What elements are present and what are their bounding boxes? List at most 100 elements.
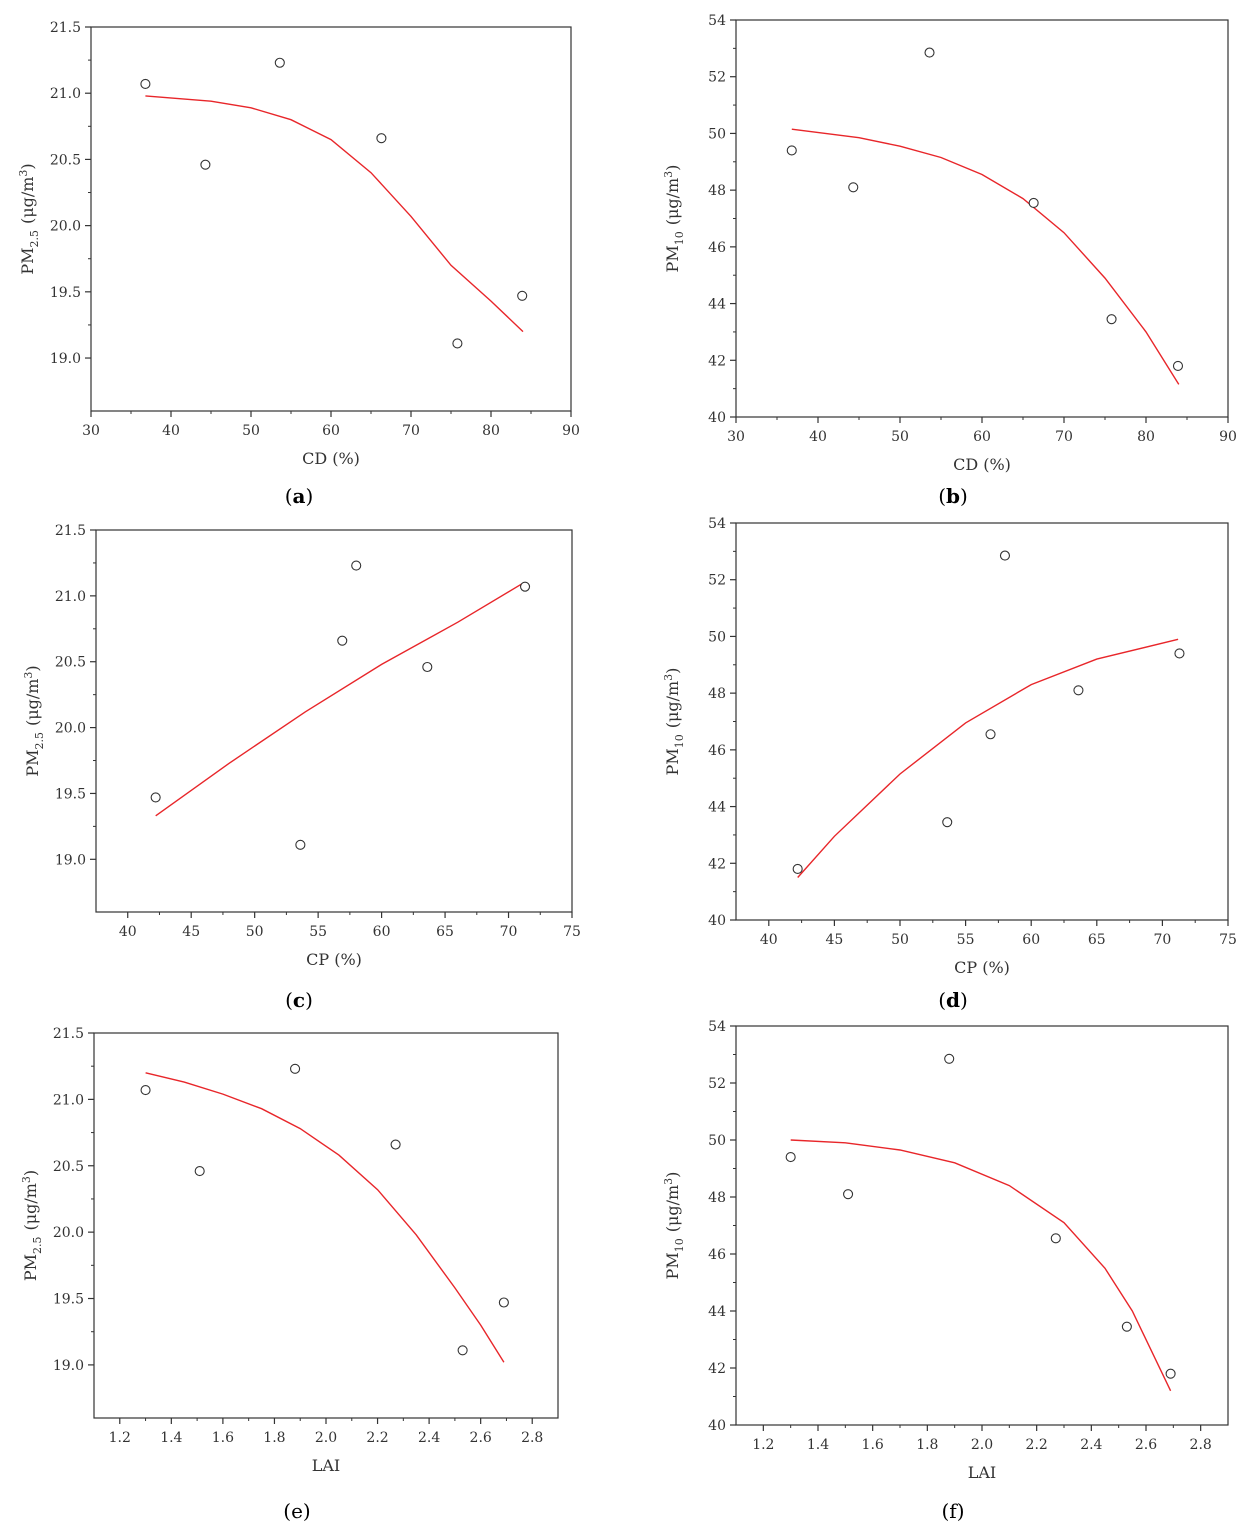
y-label-close: ) — [663, 165, 682, 171]
y-label-main: PM — [23, 750, 42, 777]
y-tick-label: 20.5 — [50, 152, 81, 168]
data-point — [519, 581, 531, 592]
x-tick-label: 1.4 — [160, 1430, 182, 1446]
y-tick-label: 50 — [708, 126, 726, 142]
x-tick-label: 90 — [1219, 429, 1237, 445]
panel-label-open: ( — [285, 484, 293, 508]
y-label-unit: (μg/m — [18, 177, 37, 224]
data-point — [295, 839, 306, 850]
data-point — [1106, 314, 1117, 325]
y-tick-label: 48 — [708, 1190, 726, 1206]
panel-label-open: ( — [285, 988, 293, 1012]
x-tick-label: 90 — [562, 423, 580, 439]
y-label-subscript: 10 — [673, 231, 686, 245]
y-tick-label: 44 — [708, 1304, 726, 1320]
x-tick-label: 2.6 — [1135, 1437, 1157, 1453]
data-point — [452, 338, 463, 349]
x-tick-label: 1.2 — [109, 1430, 131, 1446]
y-tick-label: 19.5 — [53, 1292, 84, 1308]
y-tick-label: 20.5 — [55, 655, 86, 671]
data-point — [274, 57, 285, 68]
y-tick-label: 19.5 — [55, 786, 86, 802]
x-tick-label: 65 — [436, 924, 454, 940]
data-point — [200, 159, 211, 170]
data-point — [1028, 197, 1039, 208]
data-point — [517, 290, 528, 301]
y-tick-label: 40 — [708, 913, 726, 929]
y-tick-label: 21.5 — [53, 1026, 84, 1042]
y-label-subscript: 2.5 — [33, 732, 46, 750]
y-axis-label: PM10 (μg/m3) — [662, 668, 686, 776]
y-axis-label: PM10 (μg/m3) — [662, 165, 686, 273]
x-tick-label: 2.4 — [1080, 1437, 1102, 1453]
x-tick-label: 50 — [891, 932, 909, 948]
data-point — [1073, 685, 1084, 696]
x-tick-label: 40 — [119, 924, 137, 940]
y-label-unit: (μg/m — [23, 679, 42, 726]
y-label-main: PM — [18, 248, 37, 275]
data-point — [1174, 648, 1185, 659]
x-tick-label: 2.2 — [1026, 1437, 1048, 1453]
y-label-superscript: 3 — [662, 171, 675, 178]
x-tick-label: 60 — [373, 924, 391, 940]
x-tick-label: 80 — [482, 423, 500, 439]
x-tick-label: 55 — [957, 932, 975, 948]
y-tick-label: 21.0 — [55, 589, 86, 605]
x-tick-label: 50 — [242, 423, 260, 439]
x-axis-label: LAI — [968, 1463, 997, 1482]
x-axis-label: CP (%) — [954, 958, 1010, 977]
fit-curve — [145, 1072, 505, 1363]
x-tick-label: 45 — [825, 932, 843, 948]
data-point — [786, 145, 797, 156]
x-tick-label: 55 — [309, 924, 327, 940]
y-label-unit: (μg/m — [21, 1183, 40, 1230]
y-label-superscript: 3 — [22, 672, 35, 679]
x-tick-label: 40 — [809, 429, 827, 445]
x-tick-label: 2.0 — [971, 1437, 993, 1453]
y-label-subscript: 2.5 — [31, 1237, 44, 1255]
y-tick-label: 20.0 — [53, 1225, 84, 1241]
data-point — [999, 550, 1011, 561]
x-tick-label: 2.0 — [315, 1430, 337, 1446]
y-tick-label: 21.5 — [50, 20, 81, 36]
y-label-close: ) — [21, 1170, 40, 1176]
data-point — [150, 792, 161, 803]
y-label-main: PM — [21, 1254, 40, 1281]
y-tick-label: 54 — [708, 13, 726, 29]
data-point — [1165, 1368, 1176, 1379]
y-label-close: ) — [663, 1172, 682, 1178]
y-tick-label: 21.0 — [53, 1092, 84, 1108]
y-tick-label: 48 — [708, 686, 726, 702]
fit-curve — [145, 95, 524, 333]
plot-frame — [735, 19, 1229, 418]
x-tick-label: 70 — [402, 423, 420, 439]
data-point — [848, 182, 859, 193]
y-tick-label: 19.5 — [50, 285, 81, 301]
y-axis-label: PM2.5 (μg/m3) — [22, 665, 46, 776]
x-tick-label: 60 — [973, 429, 991, 445]
y-tick-label: 42 — [708, 1361, 726, 1377]
x-tick-label: 30 — [727, 429, 745, 445]
y-label-close: ) — [663, 668, 682, 674]
x-tick-label: 70 — [1153, 932, 1171, 948]
plot-frame — [735, 1025, 1229, 1426]
x-tick-label: 75 — [1219, 932, 1237, 948]
y-tick-label: 46 — [708, 240, 726, 256]
y-tick-label: 52 — [708, 573, 726, 589]
x-tick-label: 30 — [82, 423, 100, 439]
y-tick-label: 54 — [708, 516, 726, 532]
panel-label: (f) — [941, 1499, 964, 1523]
y-tick-label: 21.0 — [50, 86, 81, 102]
data-point — [785, 1152, 796, 1163]
y-tick-label: 20.5 — [53, 1159, 84, 1175]
y-tick-label: 21.5 — [55, 523, 86, 539]
x-tick-label: 70 — [1055, 429, 1073, 445]
data-point — [1050, 1233, 1061, 1244]
x-axis-label: CD (%) — [302, 449, 360, 468]
y-label-unit: (μg/m — [663, 178, 682, 225]
x-axis-label: CD (%) — [953, 455, 1011, 474]
y-label-superscript: 3 — [20, 1176, 33, 1183]
y-tick-label: 42 — [708, 856, 726, 872]
panel-label: (b) — [938, 484, 968, 508]
data-point — [944, 1053, 955, 1064]
